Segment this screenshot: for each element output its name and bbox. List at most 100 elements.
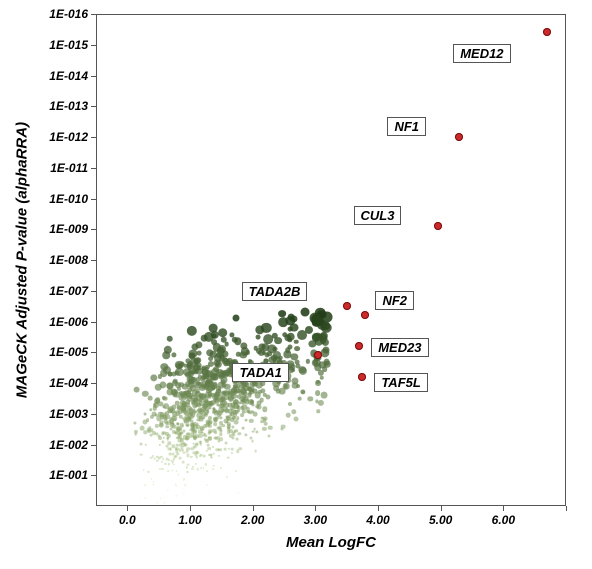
cloud-point — [236, 437, 239, 440]
cloud-point — [260, 420, 264, 424]
cloud-point — [207, 484, 209, 486]
cloud-point — [242, 426, 245, 429]
cloud-point — [180, 362, 185, 367]
cloud-point — [286, 413, 291, 418]
cloud-point — [321, 392, 328, 399]
cloud-point — [210, 456, 212, 458]
y-tick — [91, 137, 96, 138]
cloud-point — [205, 406, 210, 411]
cloud-point — [162, 440, 165, 443]
x-tick-label: 5.00 — [429, 513, 452, 527]
cloud-point — [153, 481, 155, 483]
cloud-point — [255, 430, 258, 433]
cloud-point — [217, 448, 220, 451]
cloud-point — [182, 460, 185, 463]
y-tick — [91, 45, 96, 46]
y-tick-label: 1E-011 — [50, 161, 88, 175]
gene-label: TADA1 — [232, 363, 288, 382]
cloud-point — [212, 452, 215, 455]
cloud-point — [251, 440, 254, 443]
cloud-point — [173, 464, 175, 466]
y-tick — [91, 229, 96, 230]
cloud-point — [154, 398, 160, 404]
cloud-point — [199, 455, 201, 457]
y-tick — [91, 76, 96, 77]
y-tick — [91, 106, 96, 107]
y-tick — [91, 414, 96, 415]
cloud-point — [218, 427, 222, 431]
cloud-point — [158, 435, 161, 438]
cloud-point — [185, 438, 188, 441]
y-tick-label: 1E-004 — [49, 376, 88, 390]
cloud-point — [186, 424, 190, 428]
x-tick-label: 0.0 — [119, 513, 136, 527]
y-tick-label: 1E-006 — [49, 315, 88, 329]
cloud-point — [297, 396, 302, 401]
cloud-point — [171, 388, 178, 395]
cloud-point — [212, 386, 216, 390]
x-tick — [566, 506, 567, 511]
cloud-point — [225, 421, 228, 424]
highlight-point — [343, 302, 351, 310]
cloud-point — [276, 389, 281, 394]
cloud-point — [265, 395, 270, 400]
cloud-point — [133, 386, 140, 393]
cloud-point — [212, 333, 217, 338]
cloud-point — [146, 427, 151, 432]
cloud-point — [206, 423, 210, 427]
y-tick-label: 1E-013 — [49, 99, 88, 113]
cloud-point — [166, 335, 173, 342]
cloud-point — [224, 442, 227, 445]
cloud-point — [226, 476, 228, 478]
cloud-point — [135, 433, 138, 436]
y-tick — [91, 475, 96, 476]
cloud-point — [293, 416, 298, 421]
cloud-point — [159, 423, 164, 428]
cloud-point — [218, 388, 222, 392]
cloud-point — [211, 340, 217, 346]
cloud-point — [150, 434, 153, 437]
highlight-point — [358, 373, 366, 381]
cloud-point — [172, 411, 178, 417]
y-tick — [91, 199, 96, 200]
cloud-point — [263, 334, 273, 344]
x-tick — [253, 506, 254, 511]
cloud-point — [196, 423, 199, 426]
cloud-point — [220, 467, 222, 469]
cloud-point — [227, 456, 230, 459]
cloud-point — [245, 418, 248, 421]
cloud-point — [235, 470, 237, 472]
cloud-point — [151, 478, 153, 480]
cloud-point — [177, 432, 181, 436]
cloud-point — [183, 368, 191, 376]
cloud-point — [192, 400, 196, 404]
cloud-point — [252, 430, 255, 433]
cloud-point — [248, 386, 255, 393]
cloud-point — [206, 470, 208, 472]
cloud-point — [186, 450, 189, 453]
x-axis-title: Mean LogFC — [286, 534, 376, 551]
gene-label: NF2 — [375, 291, 414, 310]
y-tick — [91, 322, 96, 323]
cloud-point — [255, 335, 260, 340]
y-tick-label: 1E-008 — [49, 253, 88, 267]
cloud-point — [139, 426, 144, 431]
cloud-point — [144, 413, 147, 416]
cloud-point — [224, 447, 227, 450]
cloud-point — [139, 443, 142, 446]
highlight-point — [543, 28, 551, 36]
y-tick-label: 1E-002 — [49, 438, 88, 452]
cloud-point — [200, 467, 202, 469]
cloud-point — [223, 390, 229, 396]
cloud-point — [231, 448, 234, 451]
y-tick — [91, 14, 96, 15]
chart-frame: { "chart": { "type": "scatter", "canvas"… — [0, 0, 592, 569]
cloud-point — [163, 437, 166, 440]
cloud-point — [178, 474, 180, 476]
cloud-point — [281, 424, 286, 429]
cloud-point — [192, 434, 195, 437]
gene-label: NF1 — [387, 117, 426, 136]
cloud-point — [227, 416, 231, 420]
cloud-point — [146, 418, 150, 422]
cloud-point — [214, 431, 218, 435]
